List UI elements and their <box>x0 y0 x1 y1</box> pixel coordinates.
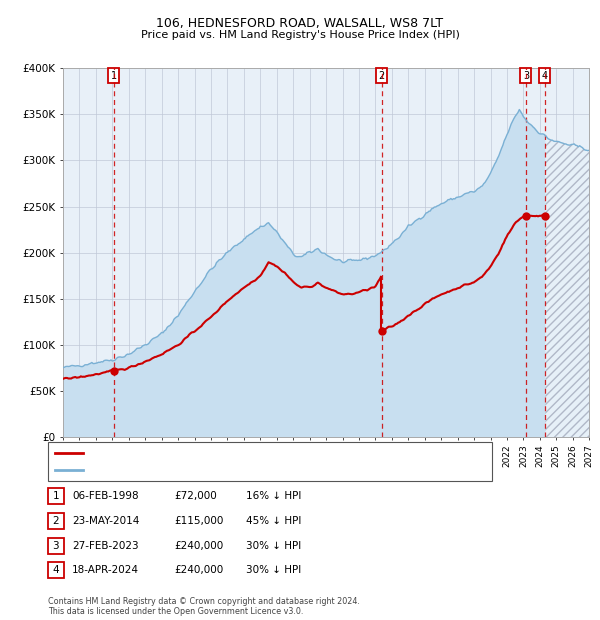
Text: 1: 1 <box>111 71 117 81</box>
Text: 06-FEB-1998: 06-FEB-1998 <box>72 491 139 501</box>
Text: 3: 3 <box>52 541 59 551</box>
Text: 4: 4 <box>542 71 548 81</box>
Text: 2: 2 <box>52 516 59 526</box>
Text: HPI: Average price, detached house, Walsall: HPI: Average price, detached house, Wals… <box>88 465 297 474</box>
Text: Contains HM Land Registry data © Crown copyright and database right 2024.: Contains HM Land Registry data © Crown c… <box>48 597 360 606</box>
Text: 18-APR-2024: 18-APR-2024 <box>72 565 139 575</box>
Text: 3: 3 <box>523 71 529 81</box>
Text: This data is licensed under the Open Government Licence v3.0.: This data is licensed under the Open Gov… <box>48 606 304 616</box>
Text: 4: 4 <box>52 565 59 575</box>
Text: 1: 1 <box>52 491 59 501</box>
Text: £240,000: £240,000 <box>174 565 223 575</box>
Text: £240,000: £240,000 <box>174 541 223 551</box>
Text: 30% ↓ HPI: 30% ↓ HPI <box>246 541 301 551</box>
Text: Price paid vs. HM Land Registry's House Price Index (HPI): Price paid vs. HM Land Registry's House … <box>140 30 460 40</box>
Text: 2: 2 <box>379 71 385 81</box>
Text: £72,000: £72,000 <box>174 491 217 501</box>
Text: 16% ↓ HPI: 16% ↓ HPI <box>246 491 301 501</box>
Text: 27-FEB-2023: 27-FEB-2023 <box>72 541 139 551</box>
Text: 106, HEDNESFORD ROAD, WALSALL, WS8 7LT (detached house): 106, HEDNESFORD ROAD, WALSALL, WS8 7LT (… <box>88 448 391 458</box>
Text: 30% ↓ HPI: 30% ↓ HPI <box>246 565 301 575</box>
Text: 23-MAY-2014: 23-MAY-2014 <box>72 516 139 526</box>
Text: 106, HEDNESFORD ROAD, WALSALL, WS8 7LT: 106, HEDNESFORD ROAD, WALSALL, WS8 7LT <box>157 17 443 30</box>
Text: £115,000: £115,000 <box>174 516 223 526</box>
Text: 45% ↓ HPI: 45% ↓ HPI <box>246 516 301 526</box>
